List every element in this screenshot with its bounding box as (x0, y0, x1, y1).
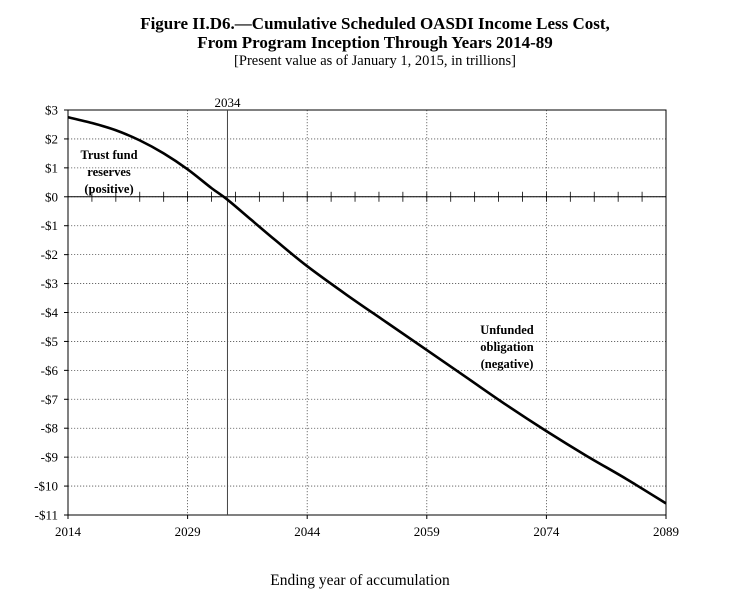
annotation-unfunded-line: obligation (480, 340, 534, 354)
chart-title-line2: From Program Inception Through Years 201… (197, 33, 553, 52)
y-tick-label: -$7 (41, 392, 59, 407)
y-tick-label: $0 (45, 189, 58, 204)
y-tick-label: -$10 (34, 479, 58, 494)
y-tick-label: -$3 (41, 276, 58, 291)
y-tick-label: -$6 (41, 363, 59, 378)
annotation-trust-fund-line: Trust fund (80, 148, 137, 162)
x-tick-label: 2059 (414, 524, 440, 539)
y-tick-label: -$11 (35, 508, 58, 523)
y-tick-label: -$4 (41, 305, 59, 320)
y-tick-label: $2 (45, 131, 58, 146)
y-tick-label: -$2 (41, 247, 58, 262)
y-tick-label: $3 (45, 103, 58, 118)
x-tick-label: 2029 (175, 524, 201, 539)
annotation-unfunded-line: (negative) (481, 357, 534, 371)
y-tick-label: -$8 (41, 421, 58, 436)
x-tick-label: 2044 (294, 524, 321, 539)
series-line (67, 115, 667, 505)
y-tick-label: -$9 (41, 450, 58, 465)
x-tick-label: 2014 (55, 524, 82, 539)
reference-line-label: 2034 (214, 95, 241, 110)
y-tick-label: $1 (45, 160, 58, 175)
x-tick-label: 2089 (653, 524, 679, 539)
x-tick-label: 2074 (533, 524, 560, 539)
plot-frame (67, 109, 667, 516)
chart-title-block: Figure II.D6.—Cumulative Scheduled OASDI… (0, 14, 750, 70)
annotation-trust-fund-line: (positive) (84, 182, 133, 196)
x-axis-label: Ending year of accumulation (270, 572, 450, 589)
annotation-trust-fund-line: reserves (87, 165, 131, 179)
chart-subtitle: [Present value as of January 1, 2015, in… (234, 53, 516, 69)
y-tick-label: -$1 (41, 218, 58, 233)
chart-title: Figure II.D6.—Cumulative Scheduled OASDI… (140, 14, 610, 33)
annotation-unfunded-line: Unfunded (480, 323, 534, 337)
y-tick-label: -$5 (41, 334, 58, 349)
